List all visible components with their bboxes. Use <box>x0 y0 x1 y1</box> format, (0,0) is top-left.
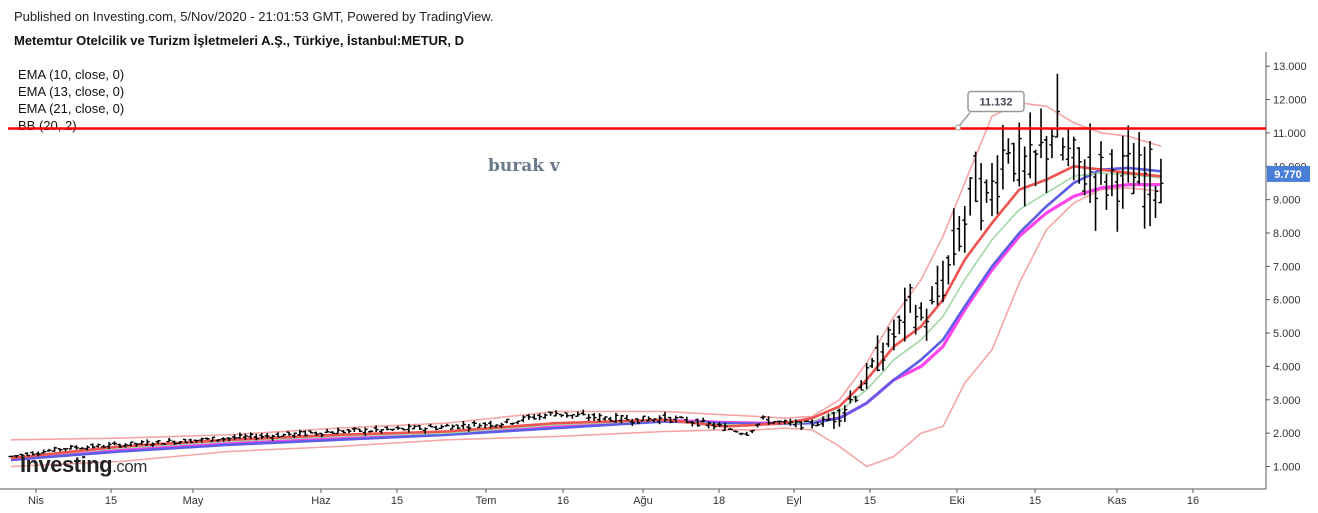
investing-logo: Investing.com <box>20 452 147 477</box>
last-price-label: 9.770 <box>1274 169 1302 181</box>
callout-pointer <box>957 112 971 128</box>
x-tick-label: 15 <box>105 495 117 507</box>
x-tick-label: May <box>183 495 204 507</box>
legend-ema21[interactable]: EMA (21, close, 0) <box>18 101 125 116</box>
x-tick-label: Nis <box>28 495 44 507</box>
y-tick-label: 5.000 <box>1273 328 1301 340</box>
y-tick-label: 7.000 <box>1273 261 1301 273</box>
y-tick-label: 12.000 <box>1273 95 1307 107</box>
x-tick-label: 18 <box>713 495 725 507</box>
ema10-line <box>10 165 1162 460</box>
last-price-tag <box>1267 165 1310 182</box>
callout-anchor <box>955 124 961 131</box>
callout-label: 11.132 <box>979 96 1012 108</box>
publish-info: Published on Investing.com, 5/Nov/2020 -… <box>14 9 494 24</box>
x-tick-label: 15 <box>1029 495 1041 507</box>
x-tick-label: Ağu <box>633 495 653 507</box>
x-tick-label: Tem <box>476 495 497 507</box>
ema13-line <box>10 172 1162 459</box>
y-tick-label: 4.000 <box>1273 361 1301 373</box>
y-tick-label: 8.000 <box>1273 228 1301 240</box>
author-watermark: burak v <box>488 156 560 176</box>
x-tick-label: Eki <box>949 495 964 507</box>
y-tick-label: 9.000 <box>1273 195 1301 207</box>
y-tick-label: 6.000 <box>1273 295 1301 307</box>
y-tick-label: 1.000 <box>1273 462 1301 474</box>
ema21-line <box>10 166 1162 462</box>
x-tick-label: 15 <box>864 495 876 507</box>
x-tick-label: Haz <box>311 495 331 507</box>
x-tick-label: Kas <box>1108 495 1127 507</box>
y-tick-label: 13.000 <box>1273 61 1307 73</box>
legend-ema13[interactable]: EMA (13, close, 0) <box>18 84 125 99</box>
callout-box <box>967 90 1025 113</box>
x-tick-label: 16 <box>557 495 569 507</box>
bb-basis-line <box>10 183 1161 462</box>
y-tick-label: 2.000 <box>1273 428 1301 440</box>
legend-ema10[interactable]: EMA (10, close, 0) <box>18 67 125 82</box>
bb-upper-line <box>10 102 1162 441</box>
x-tick-label: 16 <box>1187 495 1199 507</box>
bb-lower-line <box>10 187 1162 468</box>
y-tick-label: 11.000 <box>1273 128 1306 140</box>
chart-title: Metemtur Otelcilik ve Turizm İşletmeleri… <box>14 33 465 48</box>
y-tick-label: 3.000 <box>1273 395 1301 407</box>
x-tick-label: 15 <box>391 495 403 507</box>
x-tick-label: Eyl <box>786 495 801 507</box>
